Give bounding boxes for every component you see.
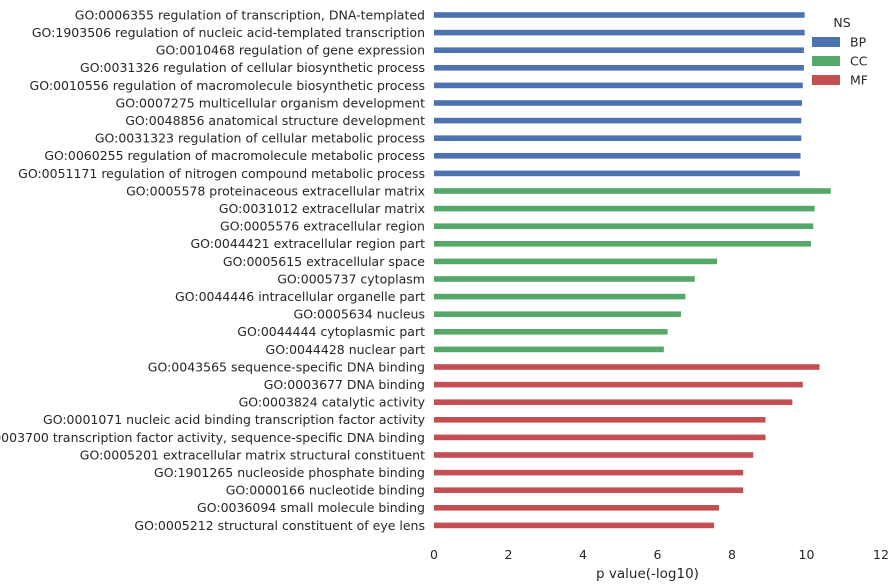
x-tick-label: 2 [505,547,513,562]
bar-bp [434,170,800,177]
bar-mf [434,469,744,476]
legend-title: NS [833,15,850,30]
term-label: GO:0007275 multicellular organism develo… [116,95,426,110]
term-label: GO:0000166 nucleotide binding [226,483,425,498]
term-label: GO:0003700 transcription factor activity… [0,430,425,445]
bar-cc [434,258,718,265]
term-label: GO:0060255 regulation of macromolecule m… [44,148,425,163]
x-tick-label: 8 [728,547,736,562]
legend-label-cc: CC [850,53,868,68]
legend-swatch-bp [812,37,840,47]
bar-cc [434,223,814,229]
bar-bp [434,47,804,53]
legend-label-bp: BP [850,34,867,49]
bar-mf [434,399,793,405]
term-label: GO:0051171 regulation of nitrogen compou… [18,166,425,181]
bar-cc [434,311,681,317]
term-label: GO:0006355 regulation of transcription, … [75,7,425,22]
term-label: GO:0036094 small molecule binding [197,500,425,515]
x-tick-label: 6 [654,547,662,562]
term-label: GO:0005212 structural constituent of eye… [134,518,425,533]
term-label: GO:0001071 nucleic acid binding transcri… [43,412,426,427]
term-labels: GO:0006355 regulation of transcription, … [0,7,426,532]
term-label: GO:0031323 regulation of cellular metabo… [95,131,425,146]
bar-mf [434,417,766,423]
bar-mf [434,452,754,458]
bar-bp [434,12,805,18]
bar-bp [434,117,802,124]
term-label: GO:0031012 extracellular matrix [219,201,425,216]
term-label: GO:0031326 regulation of cellular biosyn… [80,60,425,75]
term-label: GO:0010468 regulation of gene expression [156,43,425,58]
bar-bp [434,100,803,106]
term-label: GO:0044444 cytoplasmic part [237,324,425,339]
term-label: GO:0044428 nuclear part [266,342,426,357]
bar-cc [434,188,831,194]
term-label: GO:0005634 nucleus [294,307,425,322]
bar-mf [434,505,719,511]
bar-mf [434,381,803,388]
term-label: GO:0048856 anatomical structure developm… [125,113,425,128]
bar-mf [434,364,820,370]
x-axis: 0 2 4 6 8 10 12 [430,547,889,562]
term-label: GO:1901265 nucleoside phosphate binding [154,465,425,480]
legend-swatch-mf [812,75,840,85]
x-axis-title: p value(-log10) [596,566,699,582]
bars-layer [434,12,831,529]
term-label: GO:0044446 intracellular organelle part [175,289,425,304]
bar-bp [434,82,803,89]
term-label: GO:0044421 extracellular region part [190,236,425,251]
bar-bp [434,65,804,71]
x-tick-label: 10 [799,547,815,562]
term-label: GO:0005576 extracellular region [220,219,425,234]
term-label: GO:0005737 cytoplasm [277,271,425,286]
bar-cc [434,276,695,282]
bar-mf [434,522,715,529]
legend-swatch-cc [812,56,840,66]
bar-bp [434,153,801,159]
x-tick-label: 0 [430,547,438,562]
bar-cc [434,205,815,212]
term-label: GO:0003824 catalytic activity [239,395,426,410]
bar-bp [434,29,805,36]
x-tick-label: 4 [579,547,587,562]
legend-label-mf: MF [850,72,868,87]
term-label: GO:0005201 extracellular matrix structur… [80,447,425,462]
term-label: GO:0043565 sequence-specific DNA binding [148,359,425,374]
x-tick-label: 12 [873,547,889,562]
bar-bp [434,135,802,141]
term-label: GO:0003677 DNA binding [264,377,425,392]
term-label: GO:0005615 extracellular space [223,254,425,269]
term-label: GO:1903506 regulation of nucleic acid-te… [32,25,425,40]
bar-cc [434,293,686,300]
bar-cc [434,241,811,247]
bar-cc [434,346,664,353]
term-label: GO:0005578 proteinaceous extracellular m… [126,183,425,198]
bar-mf [434,487,744,493]
bar-cc [434,329,668,335]
bar-mf [434,434,766,441]
term-label: GO:0010556 regulation of macromolecule b… [30,78,425,93]
